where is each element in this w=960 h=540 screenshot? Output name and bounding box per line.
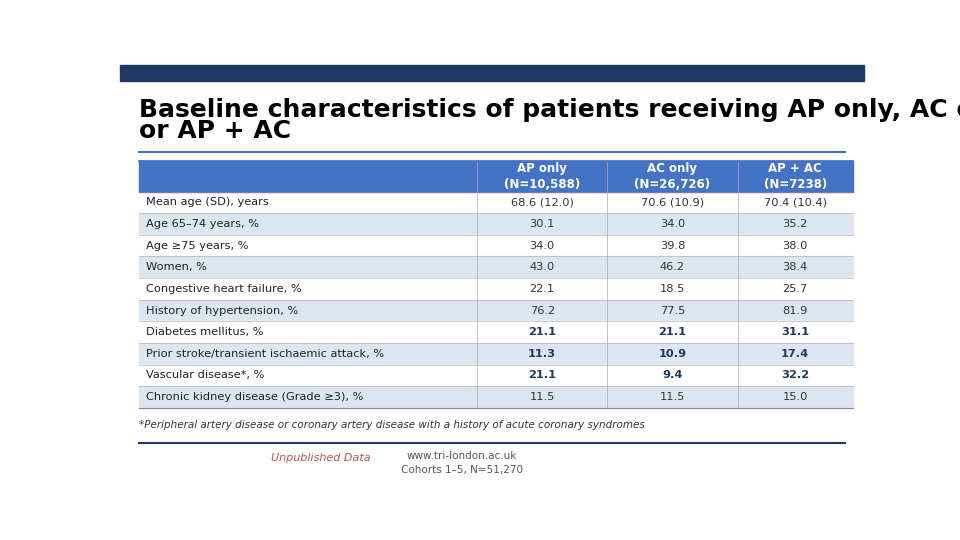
Text: 11.5: 11.5 [530, 392, 555, 402]
Text: 11.3: 11.3 [528, 349, 556, 359]
Text: AP only
(N=10,588): AP only (N=10,588) [504, 162, 581, 191]
Text: Prior stroke/transient ischaemic attack, %: Prior stroke/transient ischaemic attack,… [146, 349, 384, 359]
Bar [138, 213, 852, 235]
Text: 9.4: 9.4 [662, 370, 683, 380]
Text: 21.1: 21.1 [528, 370, 556, 380]
Text: Vascular disease*, %: Vascular disease*, % [146, 370, 264, 380]
Text: Women, %: Women, % [146, 262, 207, 272]
Bar [138, 364, 852, 386]
Text: Congestive heart failure, %: Congestive heart failure, % [146, 284, 301, 294]
Bar [138, 161, 852, 192]
Text: *Peripheral artery disease or coronary artery disease with a history of acute co: *Peripheral artery disease or coronary a… [138, 420, 644, 430]
Text: www.tri-london.ac.uk
Cohorts 1–5, N=51,270: www.tri-london.ac.uk Cohorts 1–5, N=51,2… [401, 451, 523, 475]
Bar [138, 300, 852, 321]
Bar [138, 343, 852, 364]
Text: AC only
(N=26,726): AC only (N=26,726) [635, 162, 710, 191]
Text: 22.1: 22.1 [530, 284, 555, 294]
Text: 38.4: 38.4 [782, 262, 807, 272]
Text: 81.9: 81.9 [782, 306, 808, 315]
Text: Chronic kidney disease (Grade ≥3), %: Chronic kidney disease (Grade ≥3), % [146, 392, 364, 402]
Text: 76.2: 76.2 [530, 306, 555, 315]
Text: Diabetes mellitus, %: Diabetes mellitus, % [146, 327, 264, 337]
Text: 46.2: 46.2 [660, 262, 684, 272]
Text: or AP + AC: or AP + AC [138, 119, 291, 143]
Text: 68.6 (12.0): 68.6 (12.0) [511, 198, 574, 207]
Text: 32.2: 32.2 [781, 370, 809, 380]
Text: 10.9: 10.9 [659, 349, 686, 359]
Text: 70.4 (10.4): 70.4 (10.4) [764, 198, 827, 207]
Bar [138, 278, 852, 300]
Text: 38.0: 38.0 [782, 241, 808, 251]
Text: Unpublished Data: Unpublished Data [271, 453, 371, 463]
Text: 34.0: 34.0 [660, 219, 685, 229]
Text: 15.0: 15.0 [782, 392, 808, 402]
Text: AP + AC
(N=7238): AP + AC (N=7238) [763, 162, 827, 191]
Bar [138, 321, 852, 343]
Text: 34.0: 34.0 [530, 241, 555, 251]
Text: 39.8: 39.8 [660, 241, 685, 251]
Text: 77.5: 77.5 [660, 306, 685, 315]
Text: 43.0: 43.0 [530, 262, 555, 272]
Bar [138, 192, 852, 213]
Text: History of hypertension, %: History of hypertension, % [146, 306, 299, 315]
Bar [138, 235, 852, 256]
Text: Age ≥75 years, %: Age ≥75 years, % [146, 241, 249, 251]
Text: 31.1: 31.1 [781, 327, 809, 337]
Text: 11.5: 11.5 [660, 392, 685, 402]
Bar [120, 65, 864, 82]
Bar [138, 386, 852, 408]
Text: 21.1: 21.1 [659, 327, 686, 337]
Text: 25.7: 25.7 [782, 284, 807, 294]
Text: Age 65–74 years, %: Age 65–74 years, % [146, 219, 259, 229]
Text: 30.1: 30.1 [530, 219, 555, 229]
Text: 17.4: 17.4 [781, 349, 809, 359]
Text: Baseline characteristics of patients receiving AP only, AC only: Baseline characteristics of patients rec… [138, 98, 960, 122]
Text: 18.5: 18.5 [660, 284, 685, 294]
Text: 70.6 (10.9): 70.6 (10.9) [641, 198, 704, 207]
Text: Mean age (SD), years: Mean age (SD), years [146, 198, 269, 207]
Text: 35.2: 35.2 [782, 219, 807, 229]
Bar [138, 256, 852, 278]
Text: 21.1: 21.1 [528, 327, 556, 337]
